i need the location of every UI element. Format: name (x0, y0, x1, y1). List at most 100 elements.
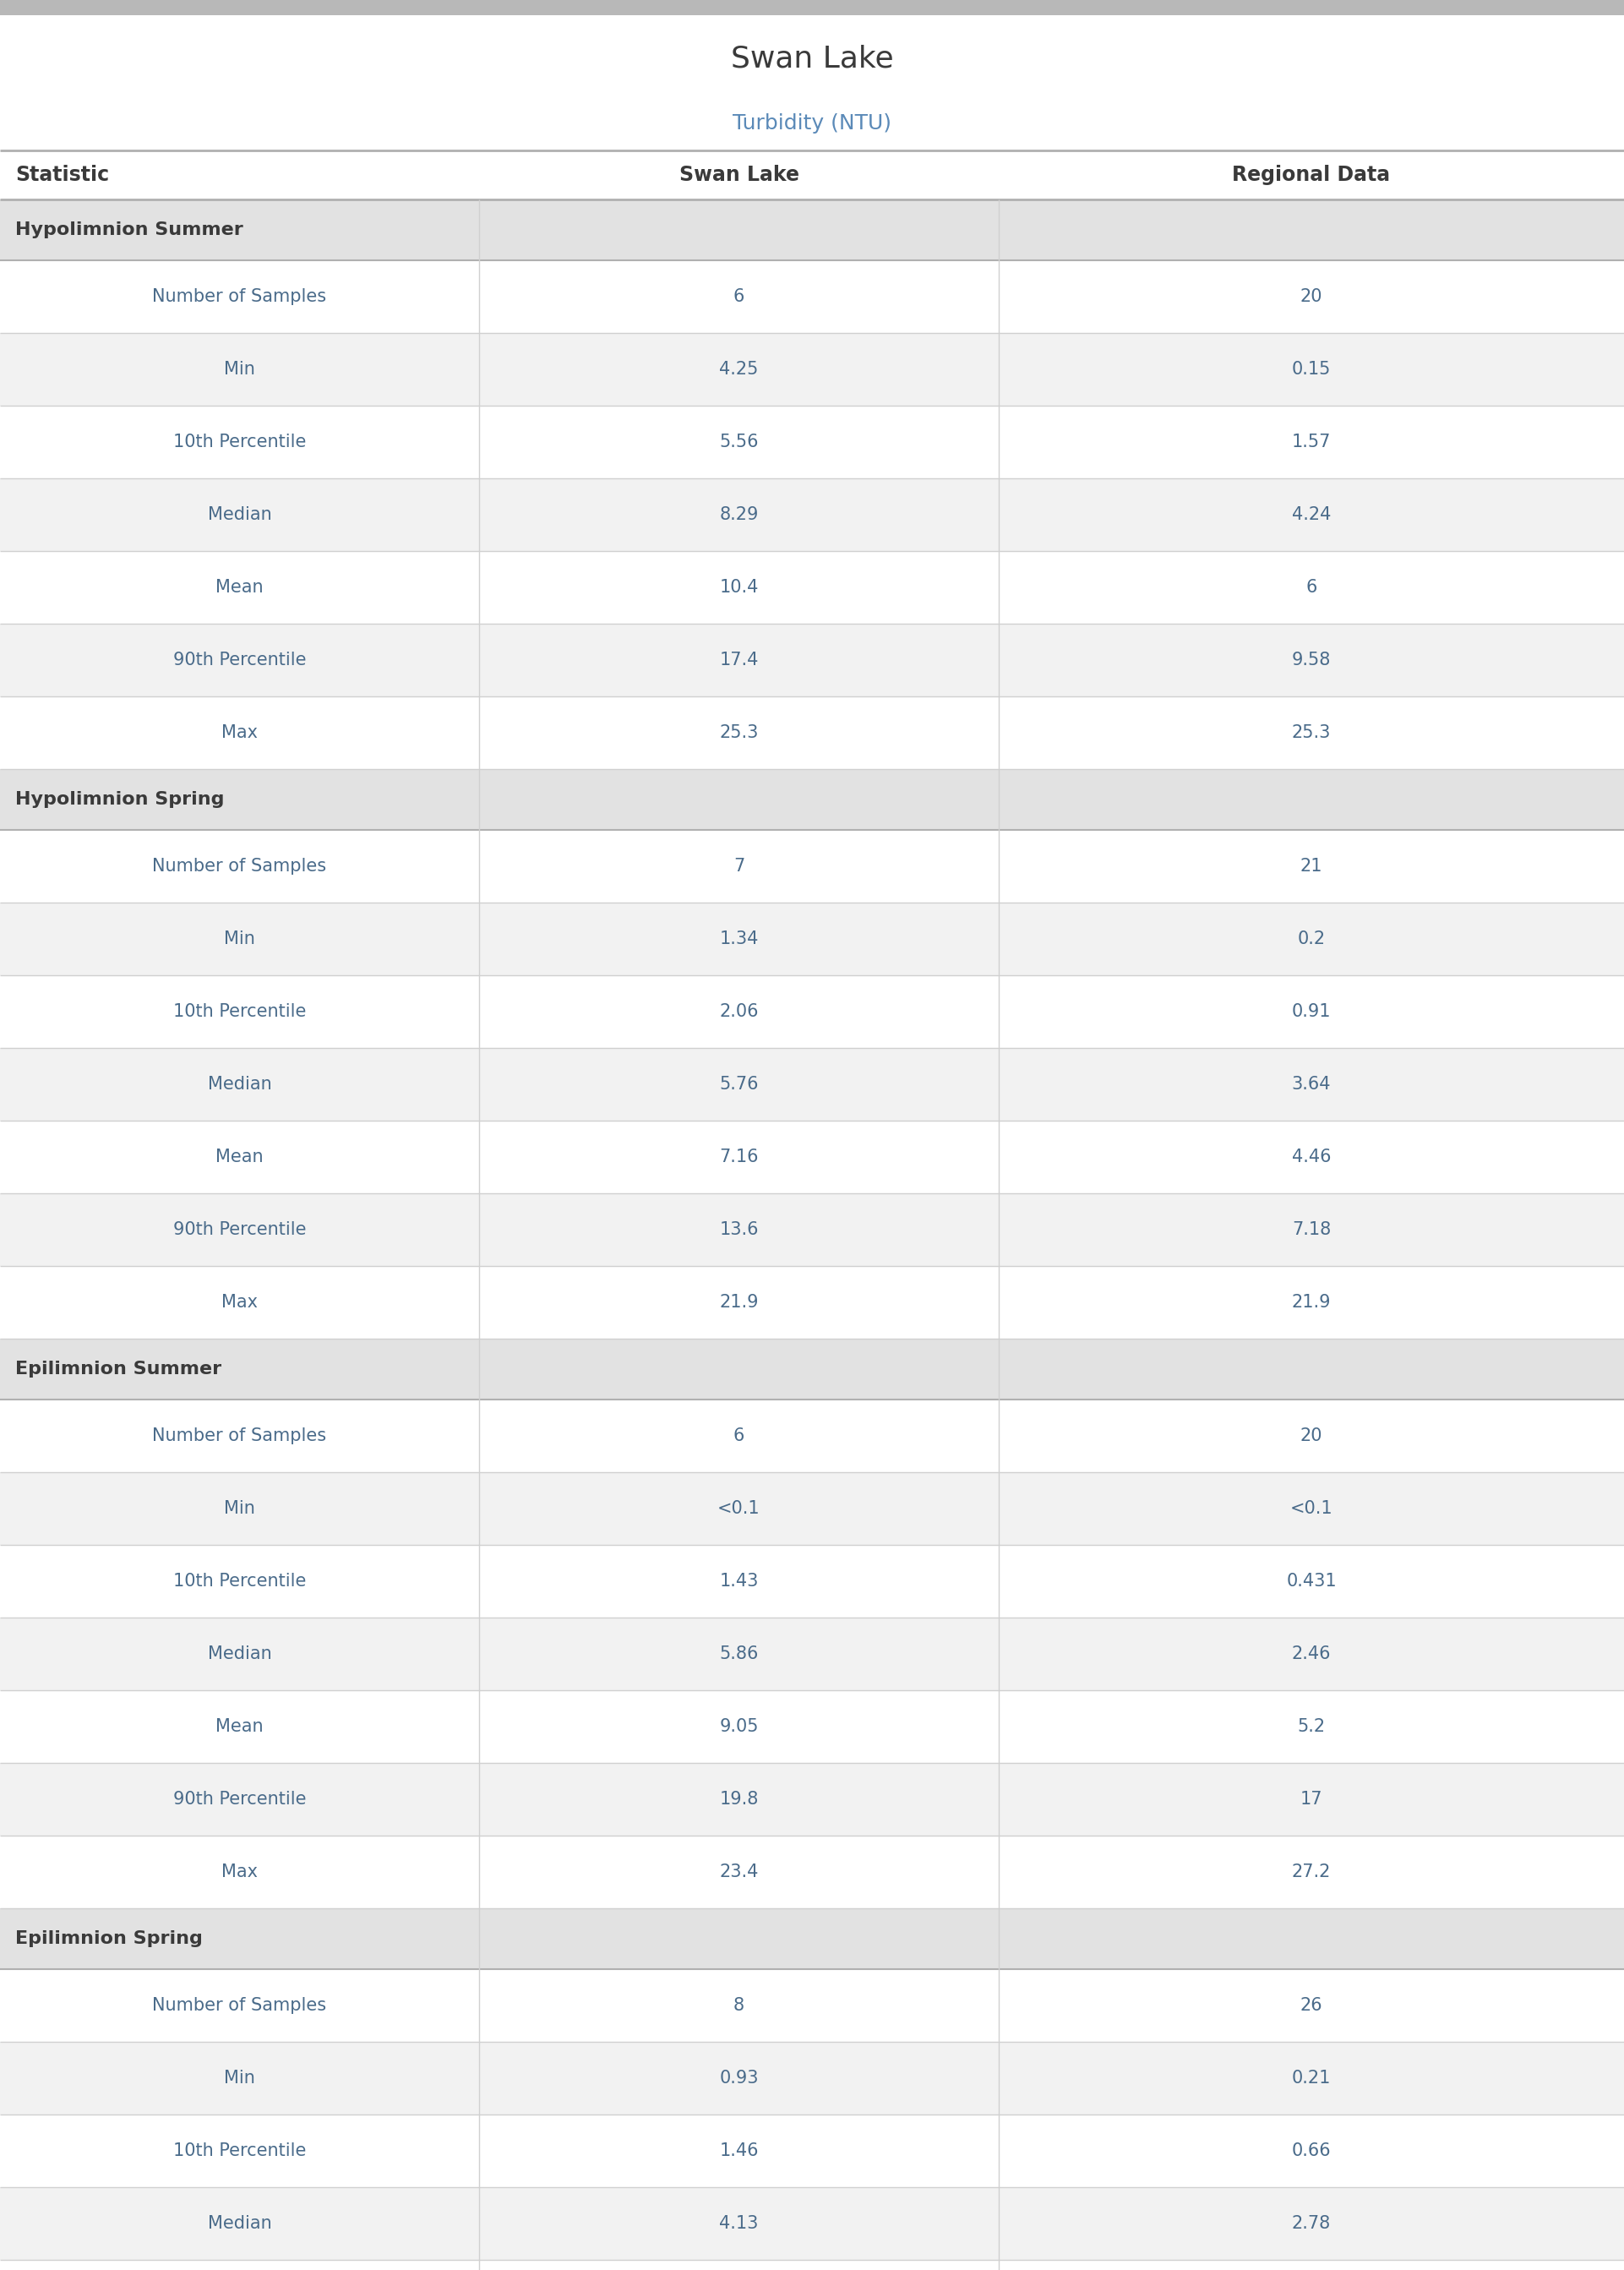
Bar (0, 2188, 1624, 2261)
Text: 90th Percentile: 90th Percentile (174, 1221, 305, 1237)
Text: <0.1: <0.1 (1289, 1500, 1333, 1516)
Text: Number of Samples: Number of Samples (153, 1998, 326, 2013)
Bar (0, 2041, 1624, 2113)
Bar (0, 1546, 1624, 1619)
Text: 3.64: 3.64 (1291, 1076, 1332, 1092)
Text: Median: Median (208, 1076, 271, 1092)
Bar (0, 334, 1624, 406)
Bar (0, 0, 1624, 16)
Text: 4.25: 4.25 (719, 361, 758, 377)
Text: 6: 6 (734, 288, 744, 304)
Bar (0, 200, 1624, 261)
Text: 5.56: 5.56 (719, 434, 758, 449)
Bar (0, 552, 1624, 624)
Text: 21.9: 21.9 (719, 1294, 758, 1310)
Bar (0, 1121, 1624, 1194)
Bar (0, 1194, 1624, 1267)
Text: 1.34: 1.34 (719, 931, 758, 947)
Text: 8.29: 8.29 (719, 506, 758, 522)
Text: Swan Lake: Swan Lake (679, 166, 799, 186)
Text: 0.431: 0.431 (1286, 1573, 1337, 1589)
Text: 26: 26 (1301, 1998, 1322, 2013)
Text: 7.18: 7.18 (1291, 1221, 1332, 1237)
Bar (0, 624, 1624, 697)
Bar (0, 406, 1624, 479)
Bar (0, 770, 1624, 831)
Text: Min: Min (224, 1500, 255, 1516)
Text: 0.2: 0.2 (1298, 931, 1325, 947)
Text: 17.4: 17.4 (719, 651, 758, 667)
Text: 0.93: 0.93 (719, 2070, 758, 2086)
Text: Min: Min (224, 2070, 255, 2086)
Text: 5.2: 5.2 (1298, 1718, 1325, 1734)
Text: Max: Max (221, 724, 258, 742)
Bar (0, 1267, 1624, 1339)
Bar (0, 261, 1624, 334)
Text: <0.1: <0.1 (718, 1500, 760, 1516)
Text: 10th Percentile: 10th Percentile (174, 1573, 305, 1589)
Text: 2.06: 2.06 (719, 1003, 758, 1019)
Bar (0, 1764, 1624, 1836)
Text: 5.76: 5.76 (719, 1076, 758, 1092)
Bar (0, 1836, 1624, 1909)
Text: 10th Percentile: 10th Percentile (174, 2143, 305, 2159)
Bar (0, 1401, 1624, 1473)
Text: Hypolimnion Spring: Hypolimnion Spring (15, 790, 224, 808)
Text: 8: 8 (734, 1998, 744, 2013)
Text: Median: Median (208, 1646, 271, 1662)
Text: Number of Samples: Number of Samples (153, 858, 326, 874)
Text: 27.2: 27.2 (1291, 1864, 1332, 1880)
Text: Turbidity (NTU): Turbidity (NTU) (732, 114, 892, 134)
Text: 7: 7 (734, 858, 744, 874)
Text: 19.8: 19.8 (719, 1791, 758, 1807)
Text: 90th Percentile: 90th Percentile (174, 1791, 305, 1807)
Text: Mean: Mean (216, 1149, 263, 1165)
Bar (0, 903, 1624, 976)
Text: 10th Percentile: 10th Percentile (174, 434, 305, 449)
Bar (0, 479, 1624, 552)
Text: Max: Max (221, 1294, 258, 1310)
Text: 9.05: 9.05 (719, 1718, 758, 1734)
Text: 10th Percentile: 10th Percentile (174, 1003, 305, 1019)
Bar (0, 1968, 1624, 2041)
Bar (0, 976, 1624, 1049)
Text: 25.3: 25.3 (719, 724, 758, 742)
Text: Min: Min (224, 361, 255, 377)
Text: 0.21: 0.21 (1291, 2070, 1332, 2086)
Text: Epilimnion Summer: Epilimnion Summer (15, 1360, 221, 1378)
Text: Min: Min (224, 931, 255, 947)
Bar (0, 2113, 1624, 2188)
Text: 5.86: 5.86 (719, 1646, 758, 1662)
Text: 4.24: 4.24 (1291, 506, 1332, 522)
Text: Statistic: Statistic (15, 166, 109, 186)
Bar (0, 1049, 1624, 1121)
Bar (0, 1691, 1624, 1764)
Text: Mean: Mean (216, 579, 263, 595)
Text: 2.46: 2.46 (1291, 1646, 1332, 1662)
Text: 4.46: 4.46 (1291, 1149, 1332, 1165)
Text: 0.66: 0.66 (1291, 2143, 1332, 2159)
Bar (0, 1473, 1624, 1546)
Text: 25.3: 25.3 (1291, 724, 1332, 742)
Text: 90th Percentile: 90th Percentile (174, 651, 305, 667)
Text: 6: 6 (1306, 579, 1317, 595)
Text: 0.15: 0.15 (1291, 361, 1332, 377)
Text: 1.43: 1.43 (719, 1573, 758, 1589)
Text: Hypolimnion Summer: Hypolimnion Summer (15, 222, 244, 238)
Text: Median: Median (208, 506, 271, 522)
Text: 23.4: 23.4 (719, 1864, 758, 1880)
Bar (0, 831, 1624, 903)
Text: 20: 20 (1301, 288, 1322, 304)
Text: Swan Lake: Swan Lake (731, 45, 893, 73)
Text: 7.16: 7.16 (719, 1149, 758, 1165)
Text: 0.91: 0.91 (1291, 1003, 1332, 1019)
Text: 13.6: 13.6 (719, 1221, 758, 1237)
Text: 2.78: 2.78 (1291, 2216, 1332, 2231)
Text: 21.9: 21.9 (1291, 1294, 1332, 1310)
Bar (0, 1909, 1624, 1968)
Text: 6: 6 (734, 1428, 744, 1444)
Bar (0, 697, 1624, 770)
Text: Mean: Mean (216, 1718, 263, 1734)
Text: 4.13: 4.13 (719, 2216, 758, 2231)
Text: 21: 21 (1301, 858, 1322, 874)
